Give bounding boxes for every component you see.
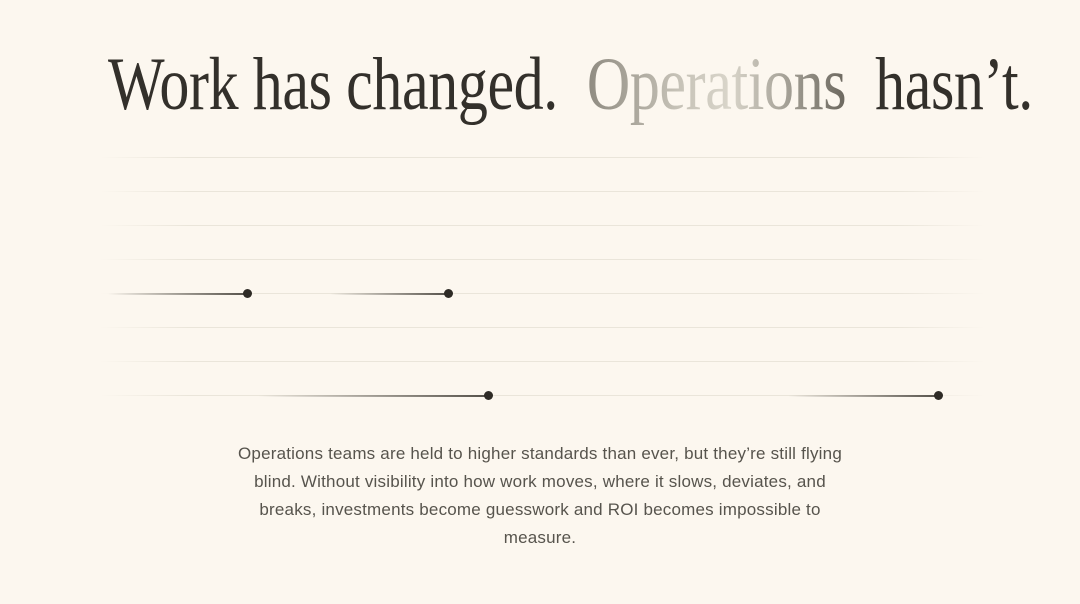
timeline-dot [443, 289, 453, 298]
headline-part-work-has-changed: Work has changed. [108, 43, 558, 126]
headline-word-operations-faded: Operations [586, 43, 847, 126]
timeline-line [100, 361, 985, 362]
headline-part-hasnt: hasn’t. [875, 43, 1033, 126]
description-line: measure. [503, 528, 577, 547]
timeline-line [100, 157, 985, 158]
timeline-line [100, 293, 985, 294]
timeline-dot [242, 289, 252, 298]
timeline-progress-segment [788, 394, 938, 397]
description-paragraph: Operations teams are held to higher stan… [0, 440, 1080, 552]
timeline-dot [933, 391, 943, 400]
description-line: breaks, investments become guesswork and… [259, 500, 821, 519]
timeline-line [100, 225, 985, 226]
timeline-progress-segment [108, 292, 247, 295]
timeline-decoration [100, 157, 985, 417]
description-line: blind. Without visibility into how work … [254, 472, 826, 491]
timeline-dot [483, 391, 493, 400]
page-title: Work has changed. Operations hasn’t. [108, 42, 1033, 128]
timeline-line [100, 191, 985, 192]
timeline-line [100, 259, 985, 260]
timeline-line [100, 395, 985, 396]
timeline-progress-segment [258, 394, 488, 397]
timeline-progress-segment [330, 292, 448, 295]
timeline-line [100, 327, 985, 328]
description-line: Operations teams are held to higher stan… [238, 444, 842, 463]
